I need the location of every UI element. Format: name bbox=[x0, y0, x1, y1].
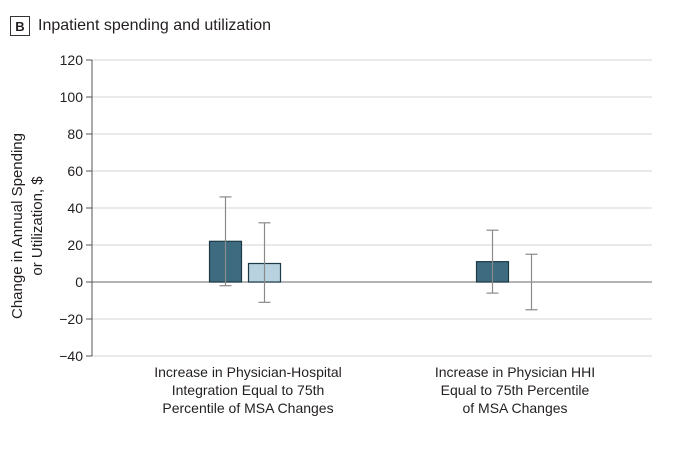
y-tick-label: 0 bbox=[75, 274, 83, 290]
grid-layer bbox=[92, 59, 652, 357]
y-tick-label: −20 bbox=[59, 311, 83, 327]
y-tick-label: 20 bbox=[67, 237, 83, 253]
panel-title: Inpatient spending and utilization bbox=[38, 17, 272, 34]
y-tick-label: 80 bbox=[67, 126, 83, 142]
y-tick-label: 120 bbox=[60, 52, 84, 68]
label-layer: −40 −20 0 20 40 60 80 100 120 Change in Annual Sp… bbox=[9, 52, 595, 416]
y-axis-title: Change in Annual Spending bbox=[9, 133, 26, 319]
category-label: Integration Equal to 75th bbox=[172, 382, 325, 398]
y-tick-label: −40 bbox=[59, 348, 83, 364]
panel-letter: B bbox=[10, 16, 30, 36]
y-tick-label: 100 bbox=[60, 89, 84, 105]
category-label: Increase in Physician-Hospital bbox=[154, 364, 342, 380]
category-label: of MSA Changes bbox=[462, 400, 567, 416]
y-tick-label: 60 bbox=[67, 163, 83, 179]
axis-layer bbox=[86, 59, 93, 357]
bar-layer bbox=[208, 240, 510, 283]
category-label: Equal to 75th Percentile bbox=[441, 382, 590, 398]
category-label: Increase in Physician HHI bbox=[435, 364, 595, 380]
y-axis-title: or Utilization, $ bbox=[29, 176, 46, 276]
error-bar-layer bbox=[219, 196, 538, 311]
category-label: Percentile of MSA Changes bbox=[162, 400, 333, 416]
y-tick-label: 40 bbox=[67, 200, 83, 216]
panel-header: B Inpatient spending and utilization bbox=[10, 14, 271, 38]
